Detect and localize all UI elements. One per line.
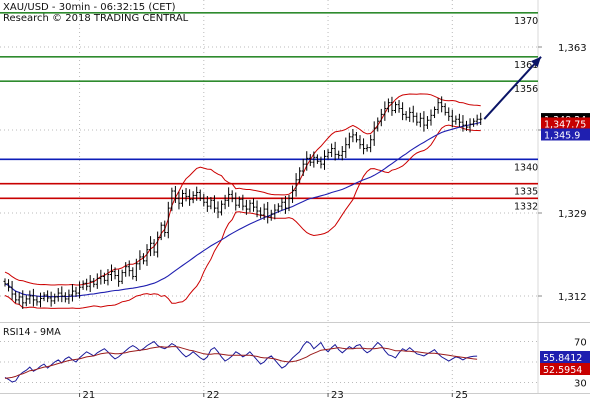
price-box-label-blue: 1,345.9 [544,130,580,141]
rsi-box-blue [540,351,590,363]
price-tick-label: 1,363 [558,43,587,54]
bollinger-lower-band [4,124,481,309]
level-label-1370: 1370 [514,16,538,27]
level-label-1356: 1356 [514,84,538,95]
price-tick-label: 1,329 [558,209,587,220]
rsi-ma-line [4,346,478,379]
rsi-line [4,340,478,383]
level-label-1361: 1361 [514,60,538,71]
bollinger-upper-band [4,93,481,286]
price-box-label-red: 1,347.75 [544,119,586,130]
rsi-box-label-red: 52.5954 [543,365,582,376]
level-label-1335: 1335 [514,187,538,198]
rsi-tick-label: 70 [574,338,587,349]
price-box-blue [541,128,590,141]
time-tick-label: 23 [331,390,344,400]
time-tick-label: 25 [455,390,468,400]
forecast-arrow-line [483,56,542,120]
rsi-tick-label: 30 [574,379,587,390]
forecast-arrow-head [530,56,542,68]
rsi-title: RSI14 - 9MA [3,327,61,338]
copyright-note: Research © 2018 TRADING CENTRAL [3,13,189,24]
rsi-box-label-blue: 55.8412 [543,353,582,364]
price-box-red [541,117,590,130]
level-label-1332: 1332 [514,201,538,212]
level-label-1340: 1340 [514,162,538,173]
moving-average-line [4,121,481,298]
price-tick-label: 1,312 [558,292,587,303]
time-tick-label: 22 [207,390,220,400]
time-tick-label: 21 [83,390,96,400]
rsi-box-red [540,363,590,375]
chart-title: XAU/USD - 30min - 06:32:15 (CET) [3,2,176,13]
